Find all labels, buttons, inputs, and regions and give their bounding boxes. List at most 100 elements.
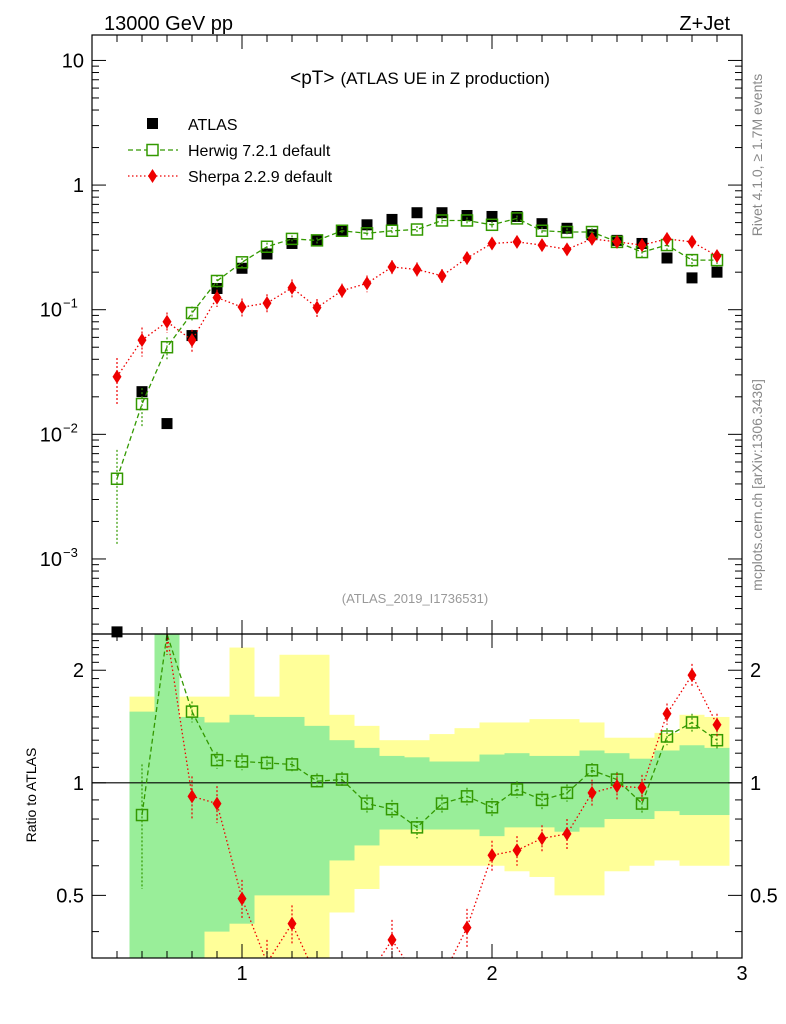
stat-band-segment	[654, 750, 680, 812]
collision-energy-label: 13000 GeV pp	[104, 13, 233, 35]
main-sherpa-line	[116, 238, 718, 378]
main-sherpa-point	[587, 231, 597, 246]
ratio-herwig-point	[285, 758, 299, 771]
main-sherpa-point	[637, 238, 647, 253]
stat-band-segment	[454, 761, 480, 830]
ratio-herwig-point	[235, 755, 249, 768]
ratio-sherpa-point	[462, 920, 472, 935]
ratio-herwig-point	[385, 802, 399, 816]
ratio-sherpa-point	[187, 789, 197, 804]
ratio-ytick-label-left: 1	[73, 773, 84, 795]
main-atlas-point	[161, 418, 173, 430]
ratio-herwig-point	[660, 730, 674, 743]
legend-label-atlas: ATLAS	[188, 117, 238, 134]
ratio-sherpa-series	[166, 634, 722, 958]
ratio-sherpa-point	[687, 668, 697, 683]
stat-band-segment	[679, 745, 705, 816]
main-herwig-point	[235, 256, 249, 269]
ratio-sherpa-point	[512, 843, 522, 858]
main-ytick-exponent: −3	[63, 545, 78, 560]
ratio-herwig-point	[535, 793, 549, 807]
ratio-sherpa-point	[637, 780, 647, 795]
main-herwig-point	[185, 306, 199, 320]
stat-band-segment	[479, 754, 505, 837]
main-herwig-point	[385, 224, 399, 238]
main-herwig-point	[460, 214, 474, 227]
ratio-xtick-label: 3	[736, 963, 747, 985]
ratio-sherpa-point	[237, 891, 247, 906]
main-sherpa-point	[512, 234, 522, 249]
main-sherpa-point	[112, 369, 122, 384]
stat-band-segment	[354, 747, 380, 846]
ratio-herwig-point	[585, 764, 599, 777]
main-herwig-point	[360, 227, 374, 240]
main-atlas-point	[436, 207, 448, 219]
main-sherpa-point	[437, 268, 447, 283]
main-sherpa-point	[362, 276, 372, 291]
main-atlas-point	[536, 218, 548, 230]
main-atlas-point	[211, 282, 223, 294]
ratio-sherpa-point	[387, 932, 397, 947]
ratio-sherpa-point	[612, 779, 622, 794]
mcplots-label: mcplots.cern.ch [arXiv:1306.3436]	[749, 379, 765, 591]
ratio-herwig-point	[210, 753, 224, 767]
main-ytick-label: 10	[40, 300, 62, 322]
main-sherpa-point	[262, 296, 272, 311]
ratio-herwig-point	[510, 783, 524, 796]
legend-marker-sherpa	[148, 169, 157, 183]
ratio-herwig-point	[485, 801, 499, 814]
main-sherpa-point	[237, 300, 247, 315]
main-atlas-point	[261, 248, 273, 260]
main-herwig-point	[110, 472, 124, 486]
ratio-herwig-point	[460, 790, 474, 803]
ratio-herwig-point	[335, 773, 349, 786]
ratio-ytick-label-left: 2	[73, 660, 84, 682]
main-herwig-point	[260, 240, 274, 253]
main-atlas-point	[411, 207, 423, 219]
analysis-id-label: (ATLAS_2019_I1736531)	[342, 591, 488, 606]
plot-title-observable: <pT>	[290, 68, 334, 89]
main-herwig-point	[510, 212, 524, 225]
main-atlas-point	[686, 272, 698, 284]
main-herwig-point	[210, 274, 224, 288]
ratio-herwig-point	[360, 797, 374, 810]
main-sherpa-point	[412, 262, 422, 277]
main-herwig-line	[116, 217, 717, 480]
main-sherpa-point	[387, 260, 397, 275]
legend-label-sherpa: Sherpa 2.2.9 default	[188, 169, 333, 186]
ratio-herwig-point	[410, 821, 424, 834]
ratio-xtick-label: 2	[486, 963, 497, 985]
main-sherpa-point	[662, 231, 672, 246]
ratio-sherpa-point	[487, 848, 497, 863]
ratio-ytick-label-left: 0.5	[56, 885, 84, 907]
ratio-ytick-label-right: 1	[750, 773, 761, 795]
main-herwig-point	[135, 397, 149, 411]
main-herwig-point	[410, 223, 424, 236]
plot-title-description: (ATLAS UE in Z production)	[340, 69, 549, 88]
ratio-sherpa-point	[212, 796, 222, 811]
main-herwig-point	[435, 214, 449, 227]
ratio-ytick-label-right: 2	[750, 660, 761, 682]
ratio-ytick-label-right: 0.5	[750, 885, 778, 907]
ratio-herwig-point	[310, 774, 324, 788]
main-ytick-exponent: −1	[63, 296, 78, 311]
ratio-herwig-point	[560, 786, 574, 800]
main-herwig-point	[560, 225, 574, 239]
main-sherpa-point	[137, 333, 147, 348]
stat-band-segment	[704, 747, 730, 816]
main-sherpa-point	[312, 300, 322, 315]
main-sherpa-point	[337, 283, 347, 298]
ratio-ylabel: Ratio to ATLAS	[23, 748, 39, 843]
stat-band-segment	[379, 755, 405, 830]
ratio-herwig-point	[135, 808, 149, 822]
ratio-sherpa-point	[662, 706, 672, 721]
stat-band-segment	[154, 634, 180, 958]
legend: ATLAS Herwig 7.2.1 default Sherpa 2.2.9 …	[128, 117, 333, 186]
main-sherpa-point	[687, 234, 697, 249]
main-ytick-label: 10	[40, 549, 62, 571]
main-herwig-point	[310, 234, 324, 247]
main-sherpa-point	[562, 242, 572, 257]
ratio-plot-series	[135, 634, 724, 958]
stat-band-segment	[329, 740, 355, 861]
